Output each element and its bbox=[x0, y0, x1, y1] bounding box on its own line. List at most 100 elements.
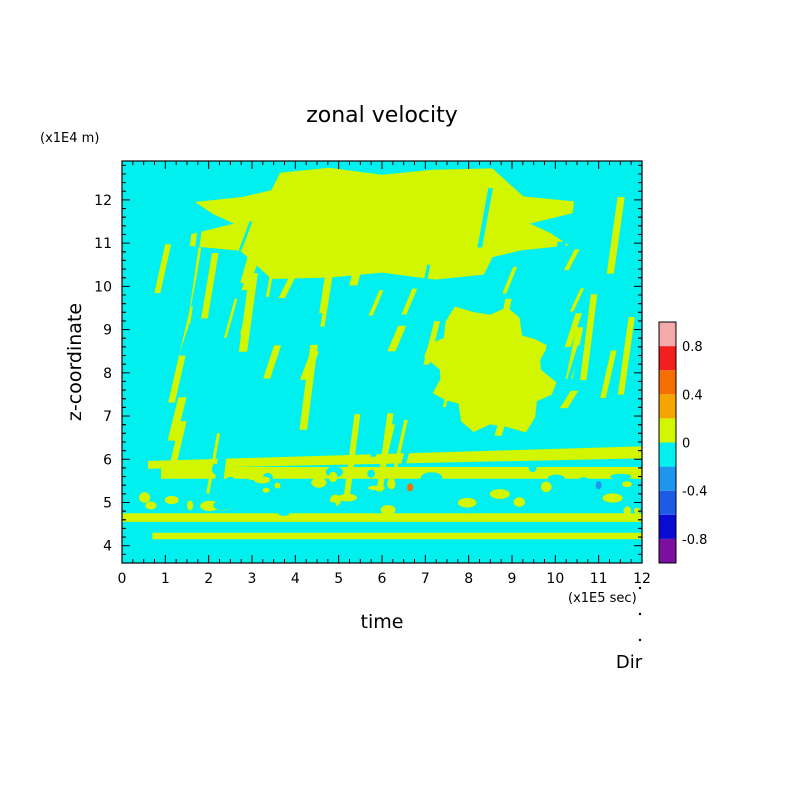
x-tick-label: 7 bbox=[421, 571, 430, 587]
eddy bbox=[343, 501, 359, 511]
eddy bbox=[328, 471, 338, 483]
y-tick-label: 5 bbox=[103, 495, 112, 511]
y-tick-label: 6 bbox=[103, 452, 112, 468]
eddy bbox=[513, 497, 526, 507]
streak bbox=[278, 371, 295, 425]
eddy bbox=[610, 473, 632, 480]
streak bbox=[393, 419, 408, 470]
streak bbox=[546, 241, 566, 299]
eddy bbox=[420, 472, 443, 484]
x-tick-label: 3 bbox=[248, 571, 257, 587]
eddy bbox=[623, 506, 632, 516]
y-tick-label: 8 bbox=[103, 366, 112, 382]
streak bbox=[584, 318, 602, 396]
streak bbox=[442, 364, 457, 408]
streak bbox=[617, 265, 636, 294]
eddy bbox=[367, 469, 375, 478]
eddy bbox=[547, 474, 565, 484]
streak bbox=[416, 264, 431, 317]
streak bbox=[319, 241, 336, 314]
eddy bbox=[145, 501, 157, 510]
positive-region bbox=[424, 306, 557, 433]
eddy bbox=[528, 464, 537, 473]
eddy bbox=[602, 493, 623, 503]
corner-label: Dir bbox=[616, 652, 643, 673]
eddy bbox=[186, 500, 194, 511]
eddy bbox=[213, 500, 233, 511]
x-axis: 0 1 2 3 4 5 6 7 8 9 10 11 12 bbox=[118, 161, 651, 587]
eddy bbox=[626, 494, 634, 505]
streak bbox=[134, 296, 154, 372]
eddy bbox=[427, 493, 444, 499]
eddy bbox=[274, 482, 281, 489]
streak bbox=[190, 248, 211, 307]
velocity-streaks bbox=[127, 188, 641, 517]
x-tick-label: 12 bbox=[633, 571, 651, 587]
streak bbox=[423, 321, 441, 365]
streak bbox=[595, 228, 610, 275]
y-axis: 4 5 6 7 8 9 10 11 12 bbox=[94, 164, 642, 555]
colorbar-swatch bbox=[659, 370, 676, 395]
streak bbox=[299, 344, 318, 430]
eddy bbox=[368, 485, 385, 491]
streak bbox=[494, 298, 512, 353]
eddy bbox=[488, 508, 498, 514]
eddy bbox=[440, 502, 451, 510]
streak bbox=[380, 424, 396, 469]
streak bbox=[206, 433, 221, 494]
streak bbox=[265, 234, 280, 297]
streak bbox=[169, 421, 187, 467]
streak bbox=[154, 244, 172, 294]
eddy bbox=[262, 487, 270, 493]
positive-band bbox=[122, 513, 642, 522]
x-tick-label: 8 bbox=[464, 571, 473, 587]
streak bbox=[580, 294, 598, 381]
positive-band bbox=[148, 446, 642, 469]
streak bbox=[321, 221, 337, 252]
y-tick-label: 4 bbox=[103, 539, 112, 555]
streak bbox=[517, 252, 535, 290]
streak bbox=[563, 249, 580, 271]
streak bbox=[167, 397, 187, 441]
x-tick-label: 9 bbox=[508, 571, 517, 587]
streak bbox=[240, 244, 260, 284]
colorbar-swatch bbox=[659, 442, 676, 467]
x-tick-label: 4 bbox=[291, 571, 300, 587]
streak bbox=[600, 350, 617, 399]
colorbar-swatch bbox=[659, 418, 676, 443]
y-tick-label: 12 bbox=[94, 193, 112, 209]
colorbar-swatch bbox=[659, 322, 676, 347]
streak bbox=[201, 252, 219, 319]
streak bbox=[366, 316, 385, 334]
eddy bbox=[224, 476, 236, 488]
eddy bbox=[212, 493, 221, 501]
colorbar-swatch bbox=[659, 466, 676, 491]
local-extremum bbox=[407, 483, 414, 492]
streak bbox=[502, 266, 518, 294]
streak bbox=[238, 273, 258, 352]
streak bbox=[176, 330, 193, 363]
plot-area bbox=[122, 161, 642, 563]
positive-band bbox=[161, 467, 642, 479]
dir-marker-dot bbox=[638, 586, 642, 590]
eddy bbox=[303, 503, 321, 510]
x-axis-label: time bbox=[361, 611, 404, 633]
x-tick-label: 0 bbox=[118, 571, 127, 587]
x-unit-label: (x1E5 sec) bbox=[568, 591, 637, 606]
eddy bbox=[633, 507, 641, 514]
streak bbox=[368, 290, 384, 316]
eddy bbox=[139, 492, 151, 503]
colorbar-tick-label: -0.4 bbox=[682, 485, 707, 500]
eddy bbox=[254, 476, 271, 484]
streak bbox=[187, 247, 202, 324]
eddy bbox=[523, 487, 541, 498]
eddy bbox=[311, 488, 329, 500]
colorbar-swatch bbox=[659, 346, 676, 371]
streak bbox=[372, 202, 389, 267]
eddy bbox=[240, 481, 249, 488]
eddy bbox=[324, 501, 337, 508]
eddy bbox=[463, 508, 471, 514]
chart-title: zonal velocity bbox=[306, 103, 458, 128]
streak bbox=[569, 288, 585, 312]
